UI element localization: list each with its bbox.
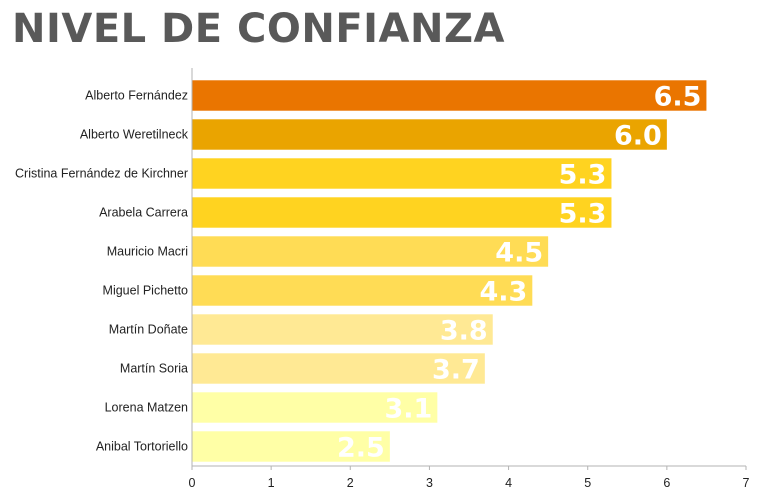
bar (192, 119, 667, 150)
x-tick-label: 3 (426, 476, 433, 490)
bar (192, 158, 612, 189)
value-labels-layer: 6.56.05.35.34.54.33.83.73.12.5 (337, 82, 701, 464)
x-tick-label: 4 (505, 476, 512, 490)
category-label: Martín Soria (120, 362, 188, 376)
chart-title: NIVEL DE CONFIANZA (12, 6, 505, 52)
bar (192, 392, 438, 423)
data-label: 3.8 (440, 316, 488, 347)
data-label: 4.5 (495, 238, 543, 269)
data-label: 3.1 (384, 394, 432, 425)
bar (192, 431, 390, 462)
data-label: 5.3 (559, 199, 607, 230)
axis-layer: 0 1 2 3 4 5 6 7 (189, 68, 750, 490)
category-label: Anibal Tortoriello (96, 440, 188, 454)
category-label: Mauricio Macri (107, 245, 188, 259)
bar (192, 275, 533, 306)
bar (192, 314, 493, 345)
category-label: Miguel Pichetto (103, 284, 189, 298)
bar (192, 80, 707, 111)
data-label: 5.3 (559, 160, 607, 191)
x-tick-label: 2 (347, 476, 354, 490)
category-label: Alberto Fernández (85, 89, 188, 103)
data-label: 3.7 (432, 355, 480, 386)
x-tick-label: 0 (189, 476, 196, 490)
x-tick-label: 5 (584, 476, 591, 490)
data-label: 2.5 (337, 433, 385, 464)
x-tick-label: 1 (268, 476, 275, 490)
category-labels-layer: Alberto Fernández Alberto Weretilneck Cris… (15, 89, 189, 454)
x-tick-label: 6 (663, 476, 670, 490)
x-tick-label: 7 (743, 476, 750, 490)
bar (192, 353, 485, 384)
bar (192, 197, 612, 228)
data-label: 6.5 (654, 82, 702, 113)
category-label: Cristina Fernández de Kirchner (15, 167, 188, 181)
category-label: Lorena Matzen (105, 401, 188, 415)
data-label: 6.0 (614, 121, 662, 152)
category-label: Arabela Carrera (99, 206, 188, 220)
category-label: Martín Doñate (109, 323, 188, 337)
category-label: Alberto Weretilneck (80, 128, 189, 142)
bars-layer (192, 80, 707, 462)
bar (192, 236, 549, 267)
data-label: 4.3 (479, 277, 527, 308)
